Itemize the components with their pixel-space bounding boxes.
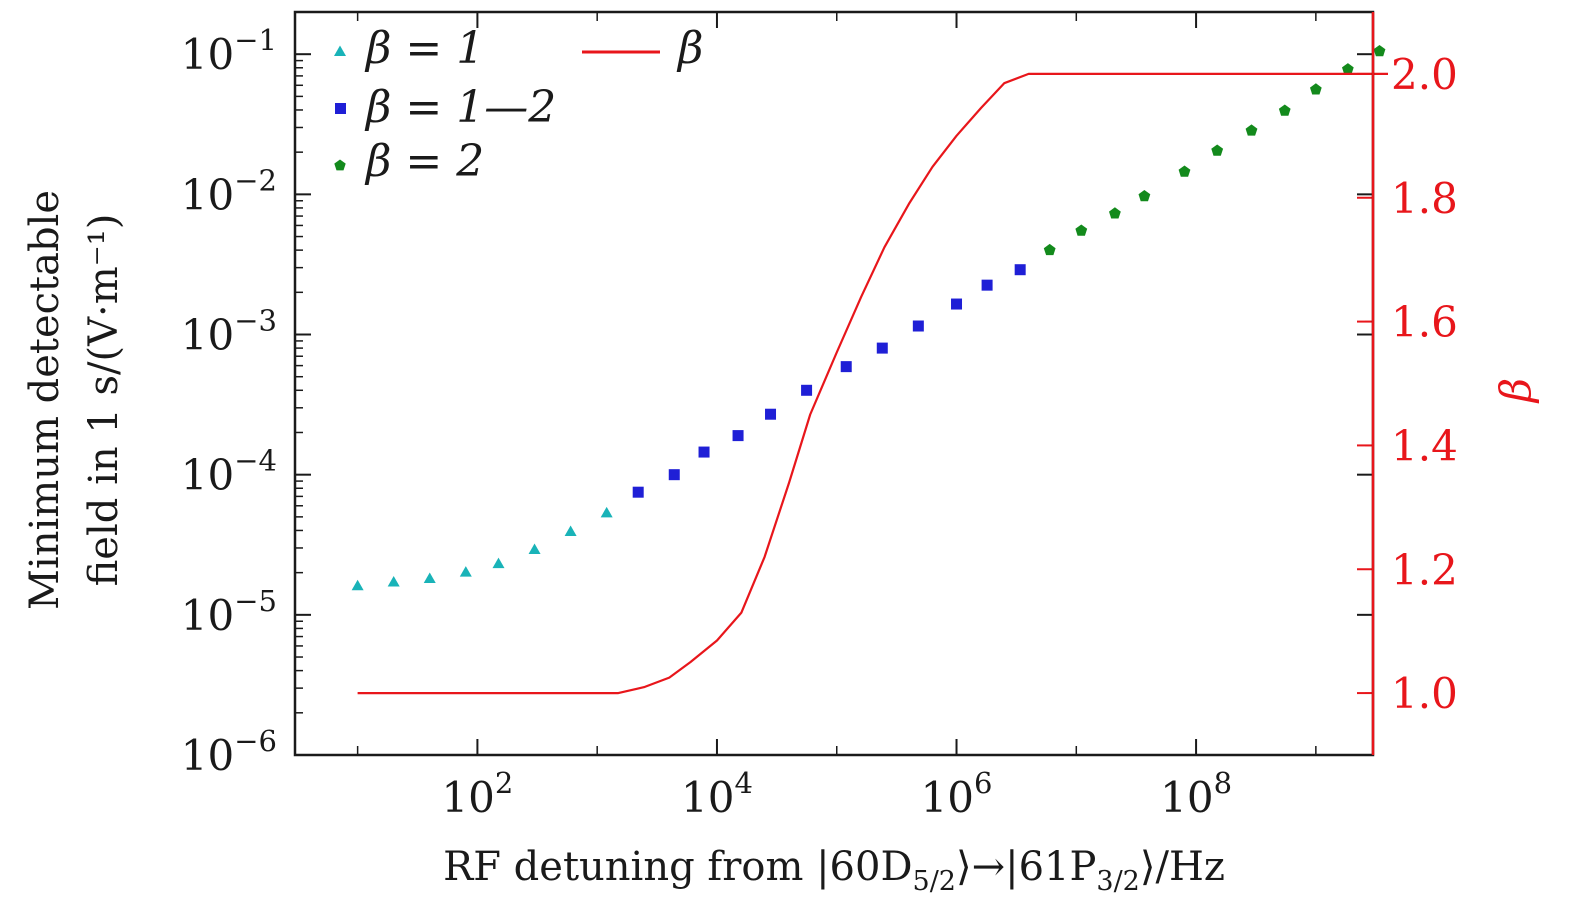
x-title-prefix: RF detuning from |60D [443, 844, 912, 890]
point-beta1 [528, 543, 541, 555]
point-beta1 [351, 579, 364, 591]
point-beta2 [1342, 63, 1354, 75]
x-title-sub1: 5/2 [913, 866, 956, 897]
point-beta12 [632, 486, 644, 498]
point-beta1 [564, 525, 577, 536]
point-beta1 [600, 506, 613, 518]
point-beta1 [387, 576, 400, 587]
legend-label-beta2: β = 2 [364, 136, 484, 187]
point-beta12 [801, 384, 813, 396]
series-layer [351, 45, 1388, 695]
legend-label-beta1: β = 1 [364, 23, 484, 74]
point-beta2 [1075, 224, 1088, 236]
x-axis-title: RF detuning from |60D5/2⟩→|61P3/2⟩/Hz [443, 844, 1225, 897]
y-tick-label: 10−5 [181, 584, 277, 640]
y-tick-label: 10−6 [181, 724, 277, 780]
legend-label-beta: β [676, 23, 703, 74]
point-beta2 [1310, 83, 1322, 95]
legend-marker-beta12 [335, 103, 346, 114]
point-beta2 [1043, 243, 1056, 256]
point-beta2 [1211, 144, 1224, 156]
x-title-suffix: ⟩/Hz [1140, 844, 1225, 890]
x-tick-label: 108 [1160, 766, 1232, 822]
point-beta2 [1138, 190, 1151, 202]
bottom-axis-ticks: 102 104 106 108 [356, 12, 1317, 822]
y2-tick-label: 1.6 [1391, 298, 1458, 347]
point-beta2 [1278, 104, 1291, 116]
point-beta12 [912, 320, 924, 332]
legend-label-beta12: β = 1—2 [364, 82, 556, 133]
x-title-middle: ⟩→|61P [956, 844, 1096, 890]
y2-tick-label: 1.8 [1391, 174, 1458, 223]
point-beta12 [698, 446, 710, 458]
beta-curve-line [357, 72, 1388, 695]
y-tick-label: 10−3 [181, 304, 277, 360]
point-beta2 [1109, 207, 1121, 219]
svg-text:RF detuning from |60D5/2⟩→|61P: RF detuning from |60D5/2⟩→|61P3/2⟩/Hz [443, 844, 1225, 897]
left-axis-ticks: 10−1 10−2 10−3 10−4 10−5 10−6 [181, 23, 1373, 780]
x-tick-label: 104 [681, 766, 753, 822]
right-axis-ticks: 1.0 1.2 1.4 1.6 1.8 2.0 [1357, 50, 1458, 718]
y2-tick-label: 1.4 [1391, 421, 1458, 470]
legend-marker-beta1 [334, 45, 346, 56]
point-beta2 [1178, 165, 1191, 177]
point-beta12 [1014, 264, 1026, 276]
legend-marker-beta2 [334, 159, 346, 171]
x-tick-label: 106 [921, 766, 993, 822]
point-beta12 [765, 408, 777, 420]
x-tick-label: 102 [441, 766, 513, 822]
point-beta2 [1245, 124, 1258, 136]
x-title-sub2: 3/2 [1096, 866, 1139, 897]
point-beta1 [423, 572, 436, 584]
point-beta12 [876, 342, 888, 354]
y-tick-label: 10−1 [181, 23, 277, 79]
point-beta12 [981, 279, 993, 291]
legend: β = 1 β = 1—2 β = 2 β [334, 23, 703, 187]
point-beta2 [1373, 45, 1386, 57]
point-beta12 [951, 298, 963, 310]
point-beta1 [492, 557, 505, 569]
point-beta12 [732, 430, 744, 442]
y2-tick-label: 1.2 [1391, 545, 1458, 594]
y2-tick-label: 2.0 [1391, 50, 1458, 99]
y-tick-label: 10−2 [181, 163, 277, 219]
y2-axis-title: β [1491, 378, 1540, 404]
y-axis-title-line2: field in 1 s/(V·m⁻¹) [81, 214, 127, 587]
y2-tick-label: 1.0 [1391, 669, 1458, 718]
point-beta1 [459, 566, 472, 577]
y-axis-title-line1: Minimum detectable [22, 190, 68, 610]
point-beta12 [668, 469, 680, 481]
point-beta12 [840, 361, 852, 373]
y-tick-label: 10−4 [181, 444, 277, 500]
